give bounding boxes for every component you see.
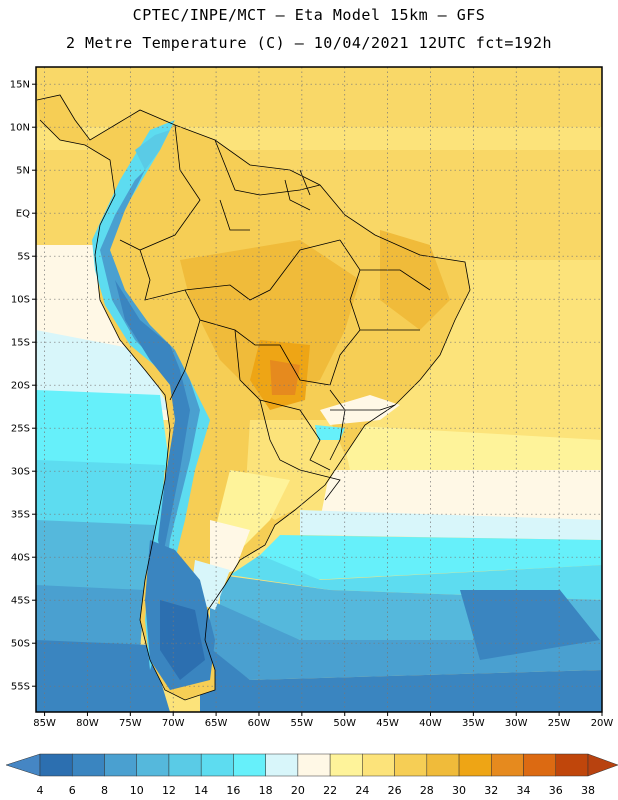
lat-label: EQ [16, 209, 30, 220]
lon-label: 50W [333, 718, 356, 729]
colorbar-swatch [233, 753, 266, 777]
latitude-labels: 15N 10N 5N EQ 5S 10S 15S 20S 25S 30S 35S 40S 45S 50S 5… [10, 80, 30, 693]
colorbar-label: 26 [388, 784, 402, 797]
colorbar-label: 30 [452, 784, 466, 797]
lat-label: 15N [10, 80, 30, 91]
colorbar-swatch [426, 753, 460, 777]
lat-label: 10S [11, 295, 30, 306]
south-america-landmass [37, 95, 470, 700]
lat-label: 10N [10, 123, 30, 134]
lon-label: 25W [548, 718, 571, 729]
colorbar-label: 10 [130, 784, 144, 797]
lat-label: 40S [11, 553, 30, 564]
lat-label: 45S [11, 596, 30, 607]
lat-label: 50S [11, 639, 30, 650]
lon-label: 80W [76, 718, 99, 729]
lat-label: 30S [11, 467, 30, 478]
colorbar-swatch [39, 753, 73, 777]
lat-label: 15S [11, 338, 30, 349]
lat-label: 5N [16, 166, 30, 177]
lat-label: 55S [11, 682, 30, 693]
colorbar-label: 18 [259, 784, 273, 797]
lon-label: 55W [291, 718, 314, 729]
colorbar-label: 28 [420, 784, 434, 797]
colorbar-swatch [394, 753, 428, 777]
lon-label: 85W [33, 718, 56, 729]
map-title: CPTEC/INPE/MCT – Eta Model 15km – GFS [132, 6, 486, 24]
lon-label: 65W [205, 718, 228, 729]
colorbar-swatch [168, 753, 202, 777]
colorbar-label: 16 [226, 784, 240, 797]
colorbar-labels: 4 6 8 10 12 14 16 18 20 22 24 26 28 30 32 34 36 38 [37, 784, 596, 797]
colorbar-swatch [329, 753, 363, 777]
longitude-labels: 85W 80W 75W 70W 65W 60W 55W 50W 45W 40W 35W 30W 25W 2… [33, 718, 613, 729]
colorbar-label: 12 [162, 784, 176, 797]
lon-label: 45W [376, 718, 399, 729]
colorbar-label: 24 [355, 784, 369, 797]
colorbar-label: 14 [194, 784, 208, 797]
map-subtitle: 2 Metre Temperature (C) – 10/04/2021 12U… [65, 34, 553, 52]
colorbar-swatch [297, 753, 331, 777]
colorbar-label: 34 [517, 784, 531, 797]
lat-label: 35S [11, 510, 30, 521]
lat-label: 5S [17, 252, 30, 263]
lon-label: 70W [162, 718, 185, 729]
lon-label: 60W [248, 718, 271, 729]
colorbar-swatch [555, 753, 589, 777]
colorbar-swatch [71, 753, 105, 777]
colorbar-label: 20 [291, 784, 305, 797]
lon-label: 40W [419, 718, 442, 729]
colorbar-label: 8 [101, 784, 108, 797]
colorbar-label: 6 [69, 784, 76, 797]
lon-label: 30W [505, 718, 528, 729]
lon-label: 35W [462, 718, 485, 729]
colorbar-swatch [265, 753, 299, 777]
colorbar-swatch [458, 753, 492, 777]
colorbar-swatch [491, 753, 524, 777]
colorbar-low-arrow [5, 753, 41, 777]
colorbar-swatch [523, 753, 557, 777]
colorbar-label: 32 [484, 784, 498, 797]
colorbar-label: 38 [581, 784, 595, 797]
colorbar-swatch [104, 753, 137, 777]
colorbar-label: 36 [549, 784, 563, 797]
lat-label: 25S [11, 424, 30, 435]
lat-label: 20S [11, 381, 30, 392]
colorbar-swatch [200, 753, 234, 777]
lon-label: 75W [119, 718, 142, 729]
colorbar-label: 22 [323, 784, 337, 797]
colorbar-high-arrow [587, 753, 618, 777]
colorbar-swatch [362, 753, 395, 777]
colorbar-swatch [136, 753, 170, 777]
temperature-field [36, 67, 602, 712]
map-frame [35, 66, 603, 713]
lon-label: 20W [591, 718, 614, 729]
colorbar [5, 753, 618, 777]
colorbar-label: 4 [37, 784, 44, 797]
country-borders [36, 94, 471, 701]
